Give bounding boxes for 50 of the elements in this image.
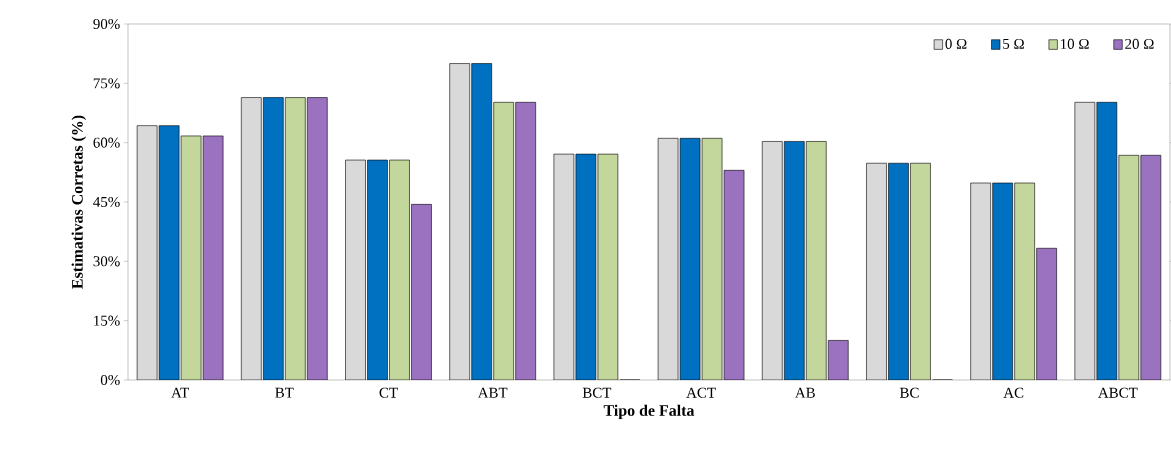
x-tick-label: CT (379, 387, 398, 398)
legend-label: 0 Ω (945, 38, 967, 49)
x-tick-label: AB (795, 387, 815, 398)
y-tick-label: 45% (93, 196, 120, 208)
x-tick-label: AT (171, 387, 189, 398)
y-tick-label: 60% (93, 137, 120, 148)
bar (828, 340, 849, 380)
bar (411, 204, 432, 380)
y-tick-label: 90% (93, 18, 120, 30)
x-tick-label: BCT (582, 387, 612, 398)
y-tick-label: 0% (100, 374, 120, 386)
bar (866, 163, 887, 380)
bar (784, 141, 805, 380)
bar (806, 141, 827, 380)
bar (159, 125, 180, 380)
legend-label: 5 Ω (1003, 38, 1024, 49)
bar (992, 183, 1013, 380)
bar (241, 97, 262, 380)
x-axis-title: Tipo de Falta (603, 404, 695, 420)
x-tick-label: ABCT (1098, 387, 1138, 398)
legend-label: 10 Ω (1061, 38, 1089, 49)
bar (888, 163, 909, 380)
x-tick-label: BT (275, 387, 294, 398)
bar (762, 141, 783, 380)
y-axis-title: Estimativas Corretas (%) (71, 115, 86, 289)
bar (1014, 183, 1035, 380)
x-tick-label: BC (899, 387, 919, 398)
bar (345, 160, 366, 380)
bar (1036, 248, 1057, 380)
bar (471, 63, 492, 380)
bar (1140, 155, 1162, 380)
x-tick-label: ABT (477, 387, 508, 398)
y-tick-label: 30% (93, 256, 120, 267)
bar (389, 160, 410, 380)
bar (493, 102, 514, 380)
bar (137, 125, 158, 380)
bar (307, 97, 328, 380)
bar (263, 97, 284, 380)
bar (910, 163, 931, 380)
x-tick-label: ACT (686, 387, 716, 398)
bar (1118, 155, 1140, 380)
x-tick-label: AC (1003, 387, 1024, 398)
bar (285, 97, 306, 380)
legend-label: 20 Ω (1125, 38, 1154, 49)
bar (970, 183, 991, 380)
bar (367, 160, 388, 380)
bar (515, 102, 536, 380)
y-tick-label: 15% (94, 315, 120, 326)
y-tick-label: 75% (93, 78, 120, 89)
bar (449, 63, 470, 380)
